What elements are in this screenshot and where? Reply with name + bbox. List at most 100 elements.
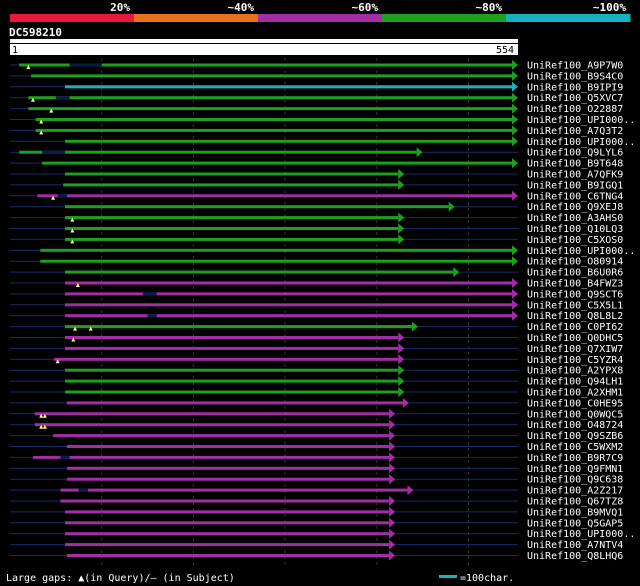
hit-row[interactable]: UniRef100_A2Z217 (10, 485, 623, 497)
hit-name-link[interactable]: UniRef100_B9T648 (527, 159, 623, 170)
hit-bar[interactable] (66, 401, 403, 405)
hit-bar[interactable] (66, 554, 390, 557)
hit-bar[interactable] (65, 532, 390, 536)
hit-bar[interactable] (40, 248, 513, 252)
hit-bar[interactable] (65, 325, 413, 329)
hit-name-link[interactable]: UniRef100_UPI000.. (527, 529, 635, 540)
hit-name-link[interactable]: UniRef100_A2YPX8 (527, 366, 623, 377)
hit-name-link[interactable]: UniRef100_Q5XVC7 (527, 93, 623, 104)
hit-name-link[interactable]: UniRef100_B9MVQ1 (527, 507, 623, 518)
hit-name-link[interactable]: UniRef100_O80914 (527, 257, 623, 268)
hit-row[interactable]: UniRef100_Q94LH1 (10, 376, 623, 388)
hit-name-link[interactable]: UniRef100_A9P7W0 (527, 61, 623, 72)
hit-bar[interactable] (19, 63, 512, 67)
hit-row[interactable]: UniRef100_Q9SZB6 (10, 430, 623, 443)
hit-row[interactable]: UniRef100_B9T648 (10, 158, 623, 170)
hit-bar[interactable] (34, 412, 390, 416)
hit-bar[interactable] (35, 128, 513, 132)
hit-name-link[interactable]: UniRef100_A7Q3T2 (527, 126, 623, 137)
hit-row[interactable]: UniRef100_Q8L8L2 (10, 310, 623, 323)
hit-name-link[interactable]: UniRef100_Q9FMN1 (527, 464, 623, 475)
hit-row[interactable]: UniRef100_Q9XEJ8 (10, 201, 623, 214)
hit-row[interactable]: UniRef100_O48724 (10, 419, 623, 432)
hit-bar[interactable] (65, 521, 390, 525)
hit-row[interactable]: UniRef100_C6TNG4 (10, 190, 623, 203)
hit-name-link[interactable]: UniRef100_B4FWZ3 (527, 279, 623, 290)
hit-bar[interactable] (35, 118, 513, 121)
hit-row[interactable]: UniRef100_A7NTV4 (10, 539, 623, 552)
hit-bar[interactable] (28, 107, 512, 111)
hit-name-link[interactable]: UniRef100_Q94LH1 (527, 377, 623, 388)
hit-bar[interactable] (65, 237, 399, 241)
hit-row[interactable]: UniRef100_A3AHS0 (10, 212, 623, 225)
hit-name-link[interactable]: UniRef100_C5XOS0 (527, 235, 623, 246)
hit-bar[interactable] (66, 445, 390, 448)
hit-name-link[interactable]: UniRef100_A7QFK9 (527, 170, 623, 181)
hit-name-link[interactable]: UniRef100_UPI000.. (527, 137, 635, 148)
hit-bar[interactable] (40, 259, 513, 263)
hit-bar[interactable] (19, 150, 417, 154)
hit-name-link[interactable]: UniRef100_B9IPI9 (527, 82, 623, 93)
hit-row[interactable]: UniRef100_Q8LHQ6 (10, 550, 623, 563)
hit-row[interactable]: UniRef100_A7Q3T2 (10, 125, 623, 137)
hit-name-link[interactable]: UniRef100_O22887 (527, 104, 623, 115)
hit-row[interactable]: UniRef100_Q0DHC5 (10, 332, 623, 345)
hit-row[interactable]: UniRef100_B9IGQ1 (10, 179, 623, 192)
hit-bar[interactable] (34, 423, 390, 427)
hit-bar[interactable] (65, 270, 454, 274)
hit-bar[interactable] (65, 379, 399, 383)
hit-name-link[interactable]: UniRef100_Q0WQC5 (527, 409, 623, 420)
hit-row[interactable]: UniRef100_Q9C638 (10, 474, 623, 486)
hit-name-link[interactable]: UniRef100_Q9SZB6 (527, 431, 623, 442)
hit-name-link[interactable]: UniRef100_Q0DHC5 (527, 333, 623, 344)
hit-row[interactable]: UniRef100_C0HE95 (10, 397, 623, 410)
hit-bar[interactable] (65, 227, 399, 230)
hit-name-link[interactable]: UniRef100_Q9LYL6 (527, 148, 623, 159)
hit-bar[interactable] (28, 96, 512, 100)
hit-name-link[interactable]: UniRef100_Q5GAP5 (527, 518, 623, 529)
hit-bar[interactable] (65, 216, 399, 220)
hit-bar[interactable] (32, 455, 390, 459)
hit-bar[interactable] (63, 183, 399, 187)
hit-bar[interactable] (65, 281, 512, 285)
hit-row[interactable]: UniRef100_O80914 (10, 256, 623, 268)
hit-bar[interactable] (65, 543, 390, 547)
hit-name-link[interactable]: UniRef100_Q67TZ8 (527, 497, 623, 508)
hit-bar[interactable] (53, 434, 390, 438)
hit-row[interactable]: UniRef100_B9S4C0 (10, 70, 623, 83)
hit-row[interactable]: UniRef100_B6U0R6 (10, 267, 623, 279)
hit-row[interactable]: UniRef100_A2YPX8 (10, 365, 623, 377)
hit-row[interactable]: UniRef100_Q0WQC5 (10, 408, 623, 421)
hit-row[interactable]: UniRef100_UPI000.. (10, 136, 635, 148)
hit-name-link[interactable]: UniRef100_Q8L8L2 (527, 311, 623, 322)
hit-name-link[interactable]: UniRef100_Q9SCT6 (527, 289, 623, 300)
hit-bar[interactable] (65, 205, 449, 209)
hit-row[interactable]: UniRef100_UPI000.. (10, 245, 635, 257)
hit-bar[interactable] (42, 161, 512, 165)
hit-name-link[interactable]: UniRef100_C0PI62 (527, 322, 623, 333)
hit-row[interactable]: UniRef100_B4FWZ3 (10, 278, 623, 290)
hit-bar[interactable] (65, 510, 390, 514)
hit-row[interactable]: UniRef100_UPI000.. (10, 528, 635, 541)
hit-row[interactable]: UniRef100_Q9SCT6 (10, 288, 623, 301)
hit-bar[interactable] (65, 85, 512, 89)
hit-name-link[interactable]: UniRef100_Q8LHQ6 (527, 551, 623, 562)
hit-row[interactable]: UniRef100_C5XOS0 (10, 234, 623, 246)
hit-name-link[interactable]: UniRef100_B9S4C0 (527, 71, 623, 82)
hit-row[interactable]: UniRef100_Q7XIW7 (10, 343, 623, 355)
hit-name-link[interactable]: UniRef100_A2XHM1 (527, 388, 623, 399)
hit-name-link[interactable]: UniRef100_B6U0R6 (527, 268, 623, 279)
hit-name-link[interactable]: UniRef100_Q9C638 (527, 475, 623, 486)
hit-row[interactable]: UniRef100_C5X5L1 (10, 299, 623, 312)
hit-row[interactable]: UniRef100_C5YZR4 (10, 354, 623, 366)
hit-row[interactable]: UniRef100_B9R7C9 (10, 452, 623, 464)
hit-name-link[interactable]: UniRef100_O48724 (527, 420, 623, 431)
hit-bar[interactable] (65, 292, 512, 296)
hit-bar[interactable] (66, 477, 390, 481)
hit-name-link[interactable]: UniRef100_B9IGQ1 (527, 180, 623, 191)
hit-row[interactable]: UniRef100_C0PI62 (10, 321, 623, 334)
hit-name-link[interactable]: UniRef100_C5YZR4 (527, 355, 623, 366)
hit-name-link[interactable]: UniRef100_C5WXM2 (527, 442, 623, 453)
hit-name-link[interactable]: UniRef100_Q9XEJ8 (527, 202, 623, 213)
hit-row[interactable]: UniRef100_A2XHM1 (10, 387, 623, 399)
